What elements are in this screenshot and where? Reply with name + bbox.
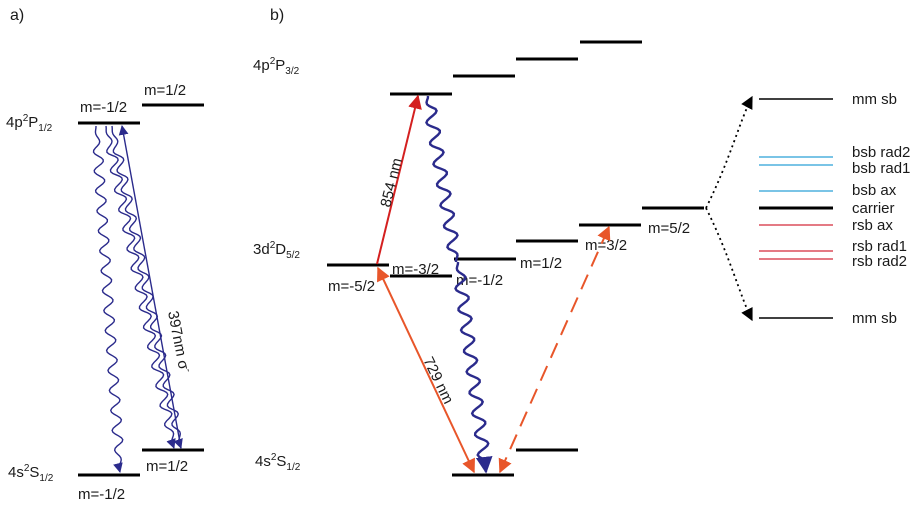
m-label-a-s-left: m=-1/2 <box>78 486 125 503</box>
decay-wave-a-3 <box>111 125 183 449</box>
spec-label-rsb-rad2: rsb rad2 <box>852 253 907 270</box>
panel-b-d-state-label: 3d2D5/2 <box>253 240 300 261</box>
decay-wave-a-2 <box>105 125 176 449</box>
spec-label-rsb-ax: rsb ax <box>852 217 893 234</box>
spec-label-rsb-rad1: rsb rad1 <box>852 238 907 255</box>
label-854nm: 854 nm <box>377 156 406 209</box>
spec-label-mm-sb-upper: mm sb <box>852 91 897 108</box>
decay-wave-b-p-to-d <box>425 95 459 263</box>
decay-wave-b-d-to-s <box>454 261 493 474</box>
panel-a-s-state-label: 4s2S1/2 <box>8 463 54 484</box>
label-729nm: 729 nm <box>419 354 456 406</box>
panel-a-label: a) <box>10 7 24 24</box>
spec-label-bsb-rad2: bsb rad2 <box>852 144 910 161</box>
m-label-d-plus-3-2: m=3/2 <box>585 237 627 254</box>
spec-label-bsb-ax: bsb ax <box>852 182 897 199</box>
spec-label-carrier: carrier <box>852 200 895 217</box>
panel-a-p-state-label: 4p2P1/2 <box>6 113 53 134</box>
panel-b-p-state-label: 4p2P3/2 <box>253 56 300 77</box>
m-label-d-minus-5-2: m=-5/2 <box>328 278 375 295</box>
m-label-d-minus-3-2: m=-3/2 <box>392 261 439 278</box>
m-label-a-s-right: m=1/2 <box>146 458 188 475</box>
fan-arrow-down <box>705 207 753 322</box>
m-label-a-p-left: m=-1/2 <box>80 99 127 116</box>
label-397nm: 397nm σ- <box>164 309 194 374</box>
m-label-d-plus-1-2: m=1/2 <box>520 255 562 272</box>
arrow-397nm <box>118 125 182 449</box>
panel-b-s-state-label: 4s2S1/2 <box>255 452 301 473</box>
arrow-854nm <box>376 94 422 265</box>
decay-wave-a-1 <box>92 125 124 473</box>
spec-label-bsb-rad1: bsb rad1 <box>852 160 910 177</box>
arrow-729nm <box>377 266 475 474</box>
spec-label-mm-sb-lower: mm sb <box>852 310 897 327</box>
m-label-a-p-right: m=1/2 <box>144 82 186 99</box>
panel-b-label: b) <box>270 7 284 24</box>
fan-arrow-up <box>705 95 753 209</box>
arrow-729nm-dashed <box>498 225 611 474</box>
m-label-d-plus-5-2: m=5/2 <box>648 220 690 237</box>
